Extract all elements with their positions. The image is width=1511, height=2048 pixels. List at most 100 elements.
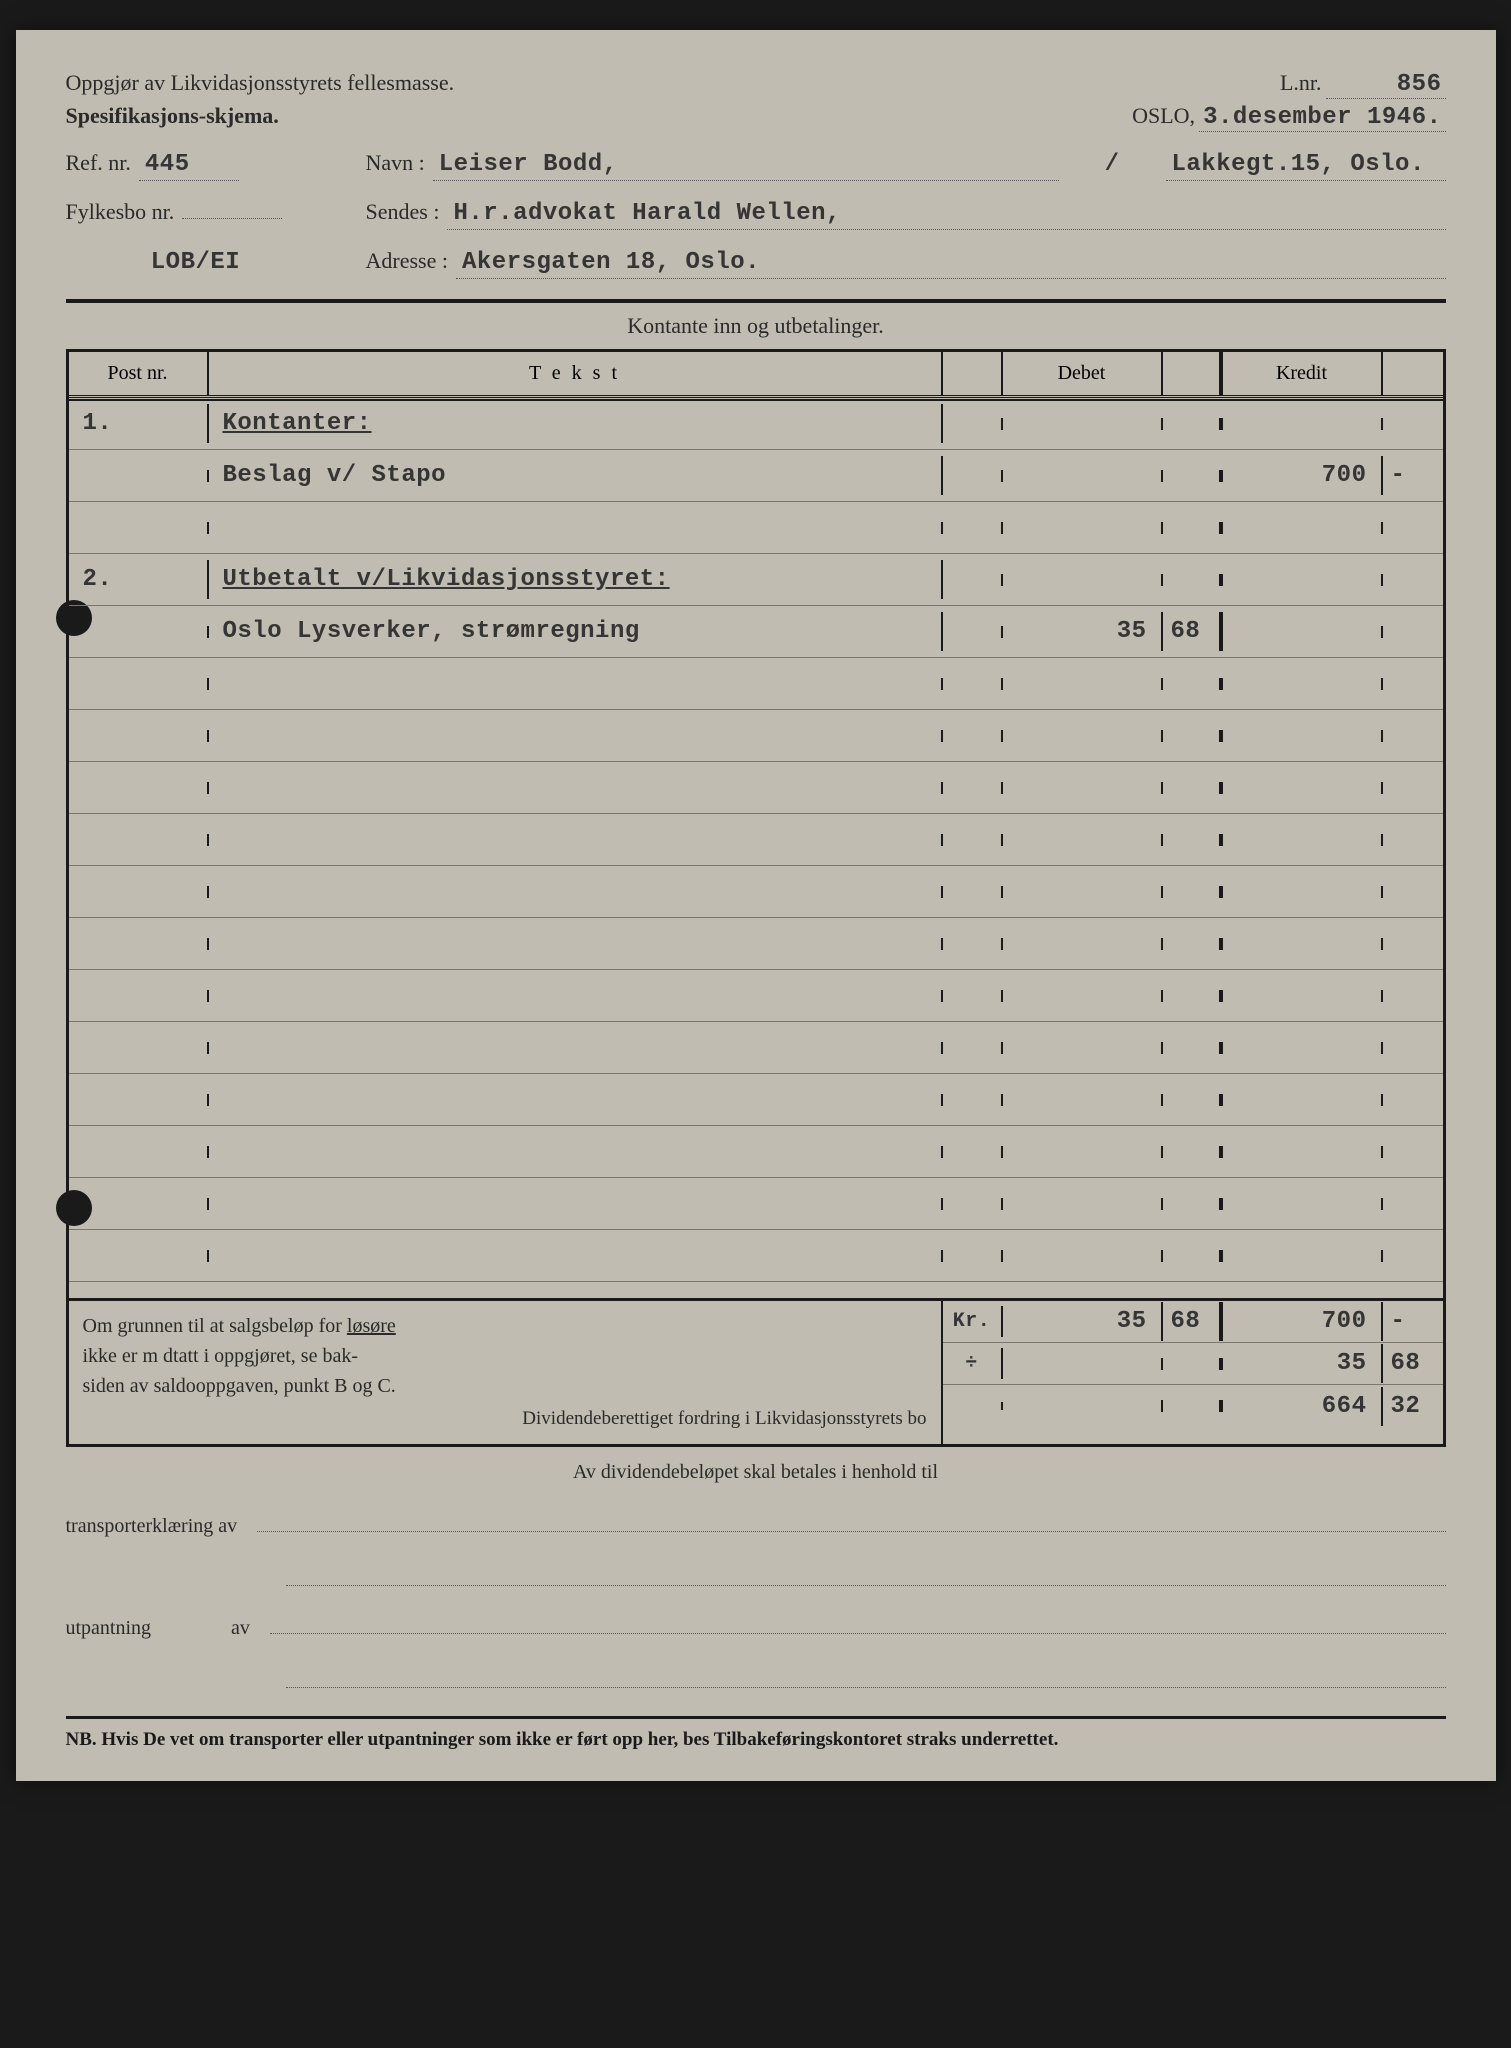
cell-kredit-dec	[1383, 782, 1443, 794]
cell-tekst	[209, 1094, 943, 1106]
ledger-row	[69, 1178, 1443, 1230]
cell-kredit	[1223, 678, 1383, 690]
cell-kredit-dec	[1383, 574, 1443, 586]
cell-post	[69, 626, 209, 638]
sum-debet: 35	[1003, 1302, 1163, 1341]
cell-debet	[1003, 574, 1163, 586]
sum-debet-dec	[1163, 1400, 1223, 1412]
sum-kredit: 35	[1223, 1344, 1383, 1383]
cell-debet-dec	[1163, 574, 1223, 586]
sum-kredit-dec: 32	[1383, 1387, 1443, 1426]
cell-debet-dec	[1163, 1042, 1223, 1054]
lnr-value: 856	[1326, 71, 1446, 99]
adresse-label: Adresse :	[366, 248, 448, 274]
cell-sub	[943, 1198, 1003, 1210]
cell-kredit	[1223, 1042, 1383, 1054]
fylkesbo-value	[182, 216, 282, 219]
ledger-row: Beslag v/ Stapo700-	[69, 450, 1443, 502]
ledger-row	[69, 1230, 1443, 1282]
cell-kredit	[1223, 990, 1383, 1002]
ref-value: 445	[139, 151, 239, 181]
cell-sub	[943, 730, 1003, 742]
cell-sub	[943, 1042, 1003, 1054]
navn-label: Navn :	[366, 150, 425, 176]
note-u: løsøre	[347, 1315, 396, 1337]
cell-kredit	[1223, 730, 1383, 742]
cell-sub	[943, 938, 1003, 950]
cell-debet	[1003, 834, 1163, 846]
code: LOB/EI	[151, 249, 240, 276]
cell-sub	[943, 626, 1003, 638]
ledger-row	[69, 814, 1443, 866]
cell-kredit	[1223, 574, 1383, 586]
ledger-row: 1.Kontanter:	[69, 398, 1443, 450]
sum-debet-dec: 68	[1163, 1302, 1223, 1341]
cell-kredit-dec	[1383, 834, 1443, 846]
cell-tekst	[209, 1146, 943, 1158]
cell-kredit	[1223, 1198, 1383, 1210]
col-tekst: T e k s t	[209, 352, 943, 395]
sign-line	[286, 1668, 1446, 1688]
cell-debet-dec	[1163, 730, 1223, 742]
cell-tekst: Utbetalt v/Likvidasjonsstyret:	[209, 560, 943, 599]
cell-debet	[1003, 990, 1163, 1002]
section-title: Kontante inn og utbetalinger.	[66, 313, 1446, 339]
cell-post: 2.	[69, 560, 209, 599]
cell-kredit	[1223, 1146, 1383, 1158]
footer-sums: Kr.3568700-÷356866432	[943, 1301, 1443, 1444]
ledger-row	[69, 918, 1443, 970]
cell-post	[69, 990, 209, 1002]
document-page: Oppgjør av Likvidasjonsstyrets fellesmas…	[16, 30, 1496, 1781]
cell-debet	[1003, 938, 1163, 950]
col-debet: Debet	[1003, 352, 1163, 395]
cell-debet	[1003, 782, 1163, 794]
sum-symbol: Kr.	[943, 1306, 1003, 1337]
cell-kredit	[1223, 626, 1383, 638]
sum-kredit: 700	[1223, 1302, 1383, 1341]
cell-sub	[943, 886, 1003, 898]
ledger-row	[69, 1022, 1443, 1074]
cell-kredit	[1223, 418, 1383, 430]
header-row-2: Spesifikasjons-skjema. OSLO, 3.desember …	[66, 103, 1446, 132]
ledger-row	[69, 502, 1443, 554]
col-debet-dec	[1163, 352, 1223, 395]
cell-debet-dec	[1163, 522, 1223, 534]
cell-debet-dec	[1163, 470, 1223, 482]
cell-debet	[1003, 470, 1163, 482]
cell-debet-dec: 68	[1163, 612, 1223, 651]
cell-kredit	[1223, 938, 1383, 950]
note-l3: siden av saldooppgaven, punkt B og C.	[83, 1375, 396, 1397]
cell-sub	[943, 522, 1003, 534]
cell-kredit	[1223, 1094, 1383, 1106]
cell-debet	[1003, 522, 1163, 534]
cell-post	[69, 938, 209, 950]
cell-post	[69, 1198, 209, 1210]
cell-tekst	[209, 938, 943, 950]
col-kredit-dec	[1383, 352, 1443, 395]
blank-sign-row-2	[66, 1668, 1446, 1688]
cell-sub	[943, 1146, 1003, 1158]
cell-sub	[943, 782, 1003, 794]
note-l2: ikke er m dtatt i oppgjøret, se bak-	[83, 1345, 358, 1367]
below-section: Av dividendebeløpet skal betales i henho…	[66, 1461, 1446, 1688]
sum-debet-dec	[1163, 1358, 1223, 1370]
footer-sum-row: Kr.3568700-	[943, 1301, 1443, 1343]
cell-debet	[1003, 418, 1163, 430]
cell-debet-dec	[1163, 1250, 1223, 1262]
rule	[66, 299, 1446, 303]
col-kredit: Kredit	[1223, 352, 1383, 395]
ledger-row	[69, 710, 1443, 762]
cell-debet	[1003, 1042, 1163, 1054]
field-row-3: LOB/EI Adresse : Akersgaten 18, Oslo.	[66, 248, 1446, 279]
field-row-1: Ref. nr. 445 Navn : Leiser Bodd, / Lakke…	[66, 150, 1446, 181]
cell-sub	[943, 1094, 1003, 1106]
sum-debet	[1003, 1358, 1163, 1370]
cell-debet	[1003, 886, 1163, 898]
sign-line	[286, 1566, 1446, 1586]
cell-sub	[943, 990, 1003, 1002]
sendes-label: Sendes :	[366, 199, 440, 225]
ledger-row: Oslo Lysverker, strømregning3568	[69, 606, 1443, 658]
cell-tekst	[209, 782, 943, 794]
cell-kredit	[1223, 886, 1383, 898]
sum-symbol	[943, 1402, 1003, 1410]
